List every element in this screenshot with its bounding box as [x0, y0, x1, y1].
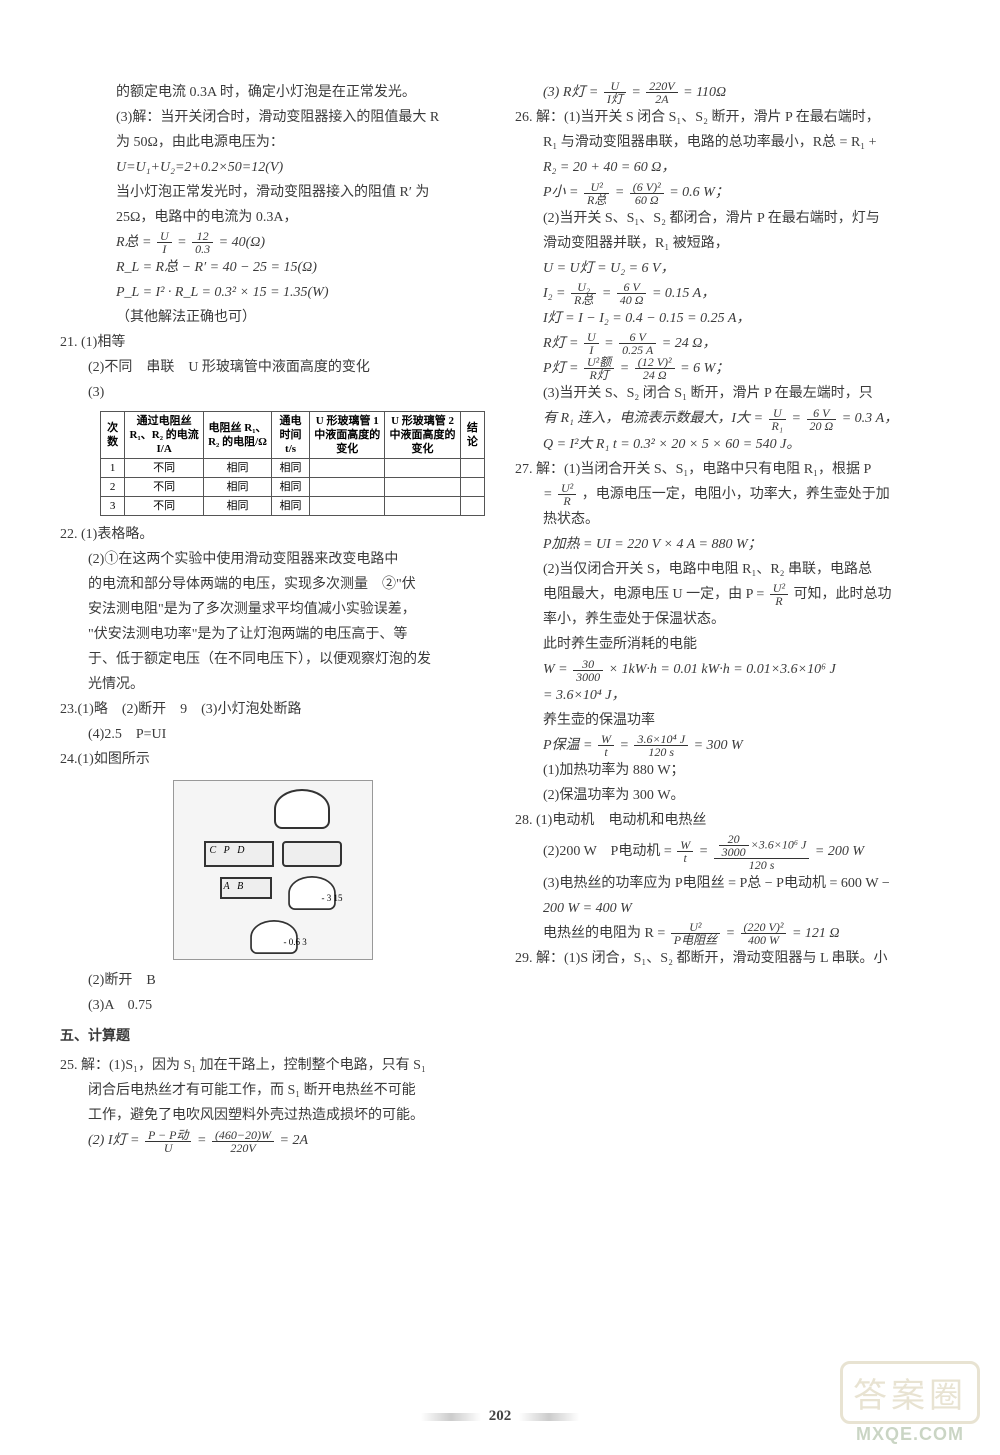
- q25b: 闭合后电热丝才有可能工作，而 S₁ 断开电热丝不可能: [60, 1078, 485, 1103]
- left-column: 的额定电流 0.3A 时，确定小灯泡是在正常发光。 (3)解：当开关闭合时，滑动…: [60, 80, 485, 1154]
- circuit-diagram: C P D A B - 3 15 - 0.6 3: [173, 780, 373, 960]
- watermark-cn: 答案圈: [840, 1361, 980, 1424]
- q26k: P灯 = U²额R灯 = (12 V)²24 Ω = 6 W；: [515, 356, 940, 381]
- q24c: (3)A 0.75: [60, 993, 485, 1018]
- q27n: (2)保温功率为 300 W。: [515, 783, 940, 808]
- text-line: 25Ω，电路中的电流为 0.3A，: [60, 205, 485, 230]
- formula-line: P_L = I² · R_L = 0.3² × 15 = 1.35(W): [60, 280, 485, 305]
- q27f: 电阻最大，电源电压 U 一定，由 P = U²R 可知，此时总功: [515, 582, 940, 607]
- formula-line: R总 = UI = 120.3 = 40(Ω): [60, 230, 485, 255]
- q22c: 的电流和部分导体两端的电压，实现多次测量 ②"伏: [60, 572, 485, 597]
- q23: 23.(1)略 (2)断开 9 (3)小灯泡处断路: [60, 697, 485, 722]
- q21b: (2)不同 串联 U 形玻璃管中液面高度的变化: [60, 355, 485, 380]
- table-header: U 形玻璃管 2 中液面高度的变化: [385, 412, 460, 459]
- q27k: 养生壶的保温功率: [515, 708, 940, 733]
- q26c: R₂ = 20 + 40 = 60 Ω，: [515, 155, 940, 180]
- q26f: 滑动变阻器并联，R₁ 被短路，: [515, 231, 940, 256]
- q26m: 有 R₁ 连入，电流表示数最大，I大 = UR₁ = 6 V20 Ω = 0.3…: [515, 406, 940, 431]
- q28a: 28. (1)电动机 电动机和电热丝: [515, 808, 940, 833]
- formula-line: U=U₁+U₂=2+0.2×50=12(V): [60, 155, 485, 180]
- watermark-url: MXQE.COM: [840, 1424, 980, 1445]
- q25a: 25. 解：(1)S₁，因为 S₁ 加在干路上，控制整个电路，只有 S₁: [60, 1053, 485, 1078]
- table-header: 通过电阻丝 R₁、R₂ 的电流 I/A: [125, 412, 204, 459]
- q28c: (3)电热丝的功率应为 P电阻丝 = P总 − P电动机 = 600 W −: [515, 871, 940, 896]
- q26g: U = U灯 = U₂ = 6 V，: [515, 256, 940, 281]
- table-row: 1不同相同相同: [101, 459, 485, 478]
- q22a: 22. (1)表格略。: [60, 522, 485, 547]
- experiment-table: 次数通过电阻丝 R₁、R₂ 的电流 I/A电阻丝 R₁、R₂ 的电阻/Ω通电时间…: [100, 411, 485, 516]
- q24: 24.(1)如图所示: [60, 747, 485, 772]
- table-header: 通电时间 t/s: [271, 412, 309, 459]
- q22b: (2)①在这两个实验中使用滑动变阻器来改变电路中: [60, 547, 485, 572]
- table-header: U 形玻璃管 1 中液面高度的变化: [310, 412, 385, 459]
- q25d: (2) I灯 = P − P动U = (460−20)W220V = 2A: [60, 1128, 485, 1153]
- q27a: 27. 解：(1)当闭合开关 S、S₁，电路中只有电阻 R₁，根据 P: [515, 457, 940, 482]
- q28d: 200 W = 400 W: [515, 896, 940, 921]
- q26n: Q = I²大 R₁ t = 0.3² × 20 × 5 × 60 = 540 …: [515, 432, 940, 457]
- q26e: (2)当开关 S、S₁、S₂ 都闭合，滑片 P 在最右端时，灯与: [515, 206, 940, 231]
- formula-line: R_L = R总 − R′ = 40 − 25 = 15(Ω): [60, 255, 485, 280]
- table-header: 结论: [460, 412, 484, 459]
- q24b: (2)断开 B: [60, 968, 485, 993]
- watermark: 答案圈 MXQE.COM: [840, 1361, 980, 1445]
- table-header: 电阻丝 R₁、R₂ 的电阻/Ω: [204, 412, 272, 459]
- q27c: 热状态。: [515, 507, 940, 532]
- q27l: P保温 = Wt = 3.6×10⁴ J120 s = 300 W: [515, 733, 940, 758]
- q27g: 率小，养生壶处于保温状态。: [515, 607, 940, 632]
- q27m: (1)加热功率为 880 W；: [515, 758, 940, 783]
- q23b: (4)2.5 P=UI: [60, 722, 485, 747]
- right-column: (3) R灯 = UI灯 = 220V2A = 110Ω 26. 解：(1)当开…: [515, 80, 940, 1154]
- q27j: = 3.6×10⁴ J，: [515, 683, 940, 708]
- q28b: (2)200 W P电动机 = Wt = 203000×3.6×10⁶ J 12…: [515, 833, 940, 871]
- q26d: P小 = U²R总 = (6 V)²60 Ω = 0.6 W；: [515, 180, 940, 205]
- q21: 21. (1)相等: [60, 330, 485, 355]
- q22g: 光情况。: [60, 672, 485, 697]
- q27e: (2)当仅闭合开关 S，电路中电阻 R₁、R₂ 串联，电路总: [515, 557, 940, 582]
- section-5-heading: 五、计算题: [60, 1024, 485, 1049]
- q22f: 于、低于额定电压（在不同电压下），以便观察灯泡的发: [60, 647, 485, 672]
- q26a: 26. 解：(1)当开关 S 闭合 S₁、S₂ 断开，滑片 P 在最右端时，: [515, 105, 940, 130]
- q28e: 电热丝的电阻为 R = U²P电阻丝 = (220 V)²400 W = 121…: [515, 921, 940, 946]
- table-header: 次数: [101, 412, 125, 459]
- q27d: P加热 = UI = 220 V × 4 A = 880 W；: [515, 532, 940, 557]
- q26i: I灯 = I − I₂ = 0.4 − 0.15 = 0.25 A，: [515, 306, 940, 331]
- q27b: = U²R ，电源电压一定，电阻小，功率大，养生壶处于加: [515, 482, 940, 507]
- text-line: 的额定电流 0.3A 时，确定小灯泡是在正常发光。: [60, 80, 485, 105]
- page-content: 的额定电流 0.3A 时，确定小灯泡是在正常发光。 (3)解：当开关闭合时，滑动…: [0, 0, 1000, 1194]
- r01: (3) R灯 = UI灯 = 220V2A = 110Ω: [515, 80, 940, 105]
- q27i: W = 303000 × 1kW·h = 0.01 kW·h = 0.01×3.…: [515, 657, 940, 682]
- q22d: 安法测电阻"是为了多次测量求平均值减小实验误差，: [60, 597, 485, 622]
- q21c: (3): [60, 380, 485, 405]
- text-line: (3)解：当开关闭合时，滑动变阻器接入的阻值最大 R: [60, 105, 485, 130]
- table-row: 2不同相同相同: [101, 478, 485, 497]
- table-row: 3不同相同相同: [101, 497, 485, 516]
- q27h: 此时养生壶所消耗的电能: [515, 632, 940, 657]
- q26h: I₂ = U₂R总 = 6 V40 Ω = 0.15 A，: [515, 281, 940, 306]
- q26b: R₁ 与滑动变阻器串联，电路的总功率最小，R总 = R₁ +: [515, 130, 940, 155]
- text-line: （其他解法正确也可）: [60, 305, 485, 330]
- text-line: 当小灯泡正常发光时，滑动变阻器接入的阻值 R′ 为: [60, 180, 485, 205]
- q26l: (3)当开关 S、S₂ 闭合 S₁ 断开，滑片 P 在最左端时，只: [515, 381, 940, 406]
- q29: 29. 解：(1)S 闭合，S₁、S₂ 都断开，滑动变阻器与 L 串联。小: [515, 946, 940, 971]
- text-line: 为 50Ω，由此电源电压为：: [60, 130, 485, 155]
- q26j: R灯 = UI = 6 V0.25 A = 24 Ω，: [515, 331, 940, 356]
- q22e: "伏安法测电功率"是为了让灯泡两端的电压高于、等: [60, 622, 485, 647]
- q25c: 工作，避免了电吹风因塑料外壳过热造成损坏的可能。: [60, 1103, 485, 1128]
